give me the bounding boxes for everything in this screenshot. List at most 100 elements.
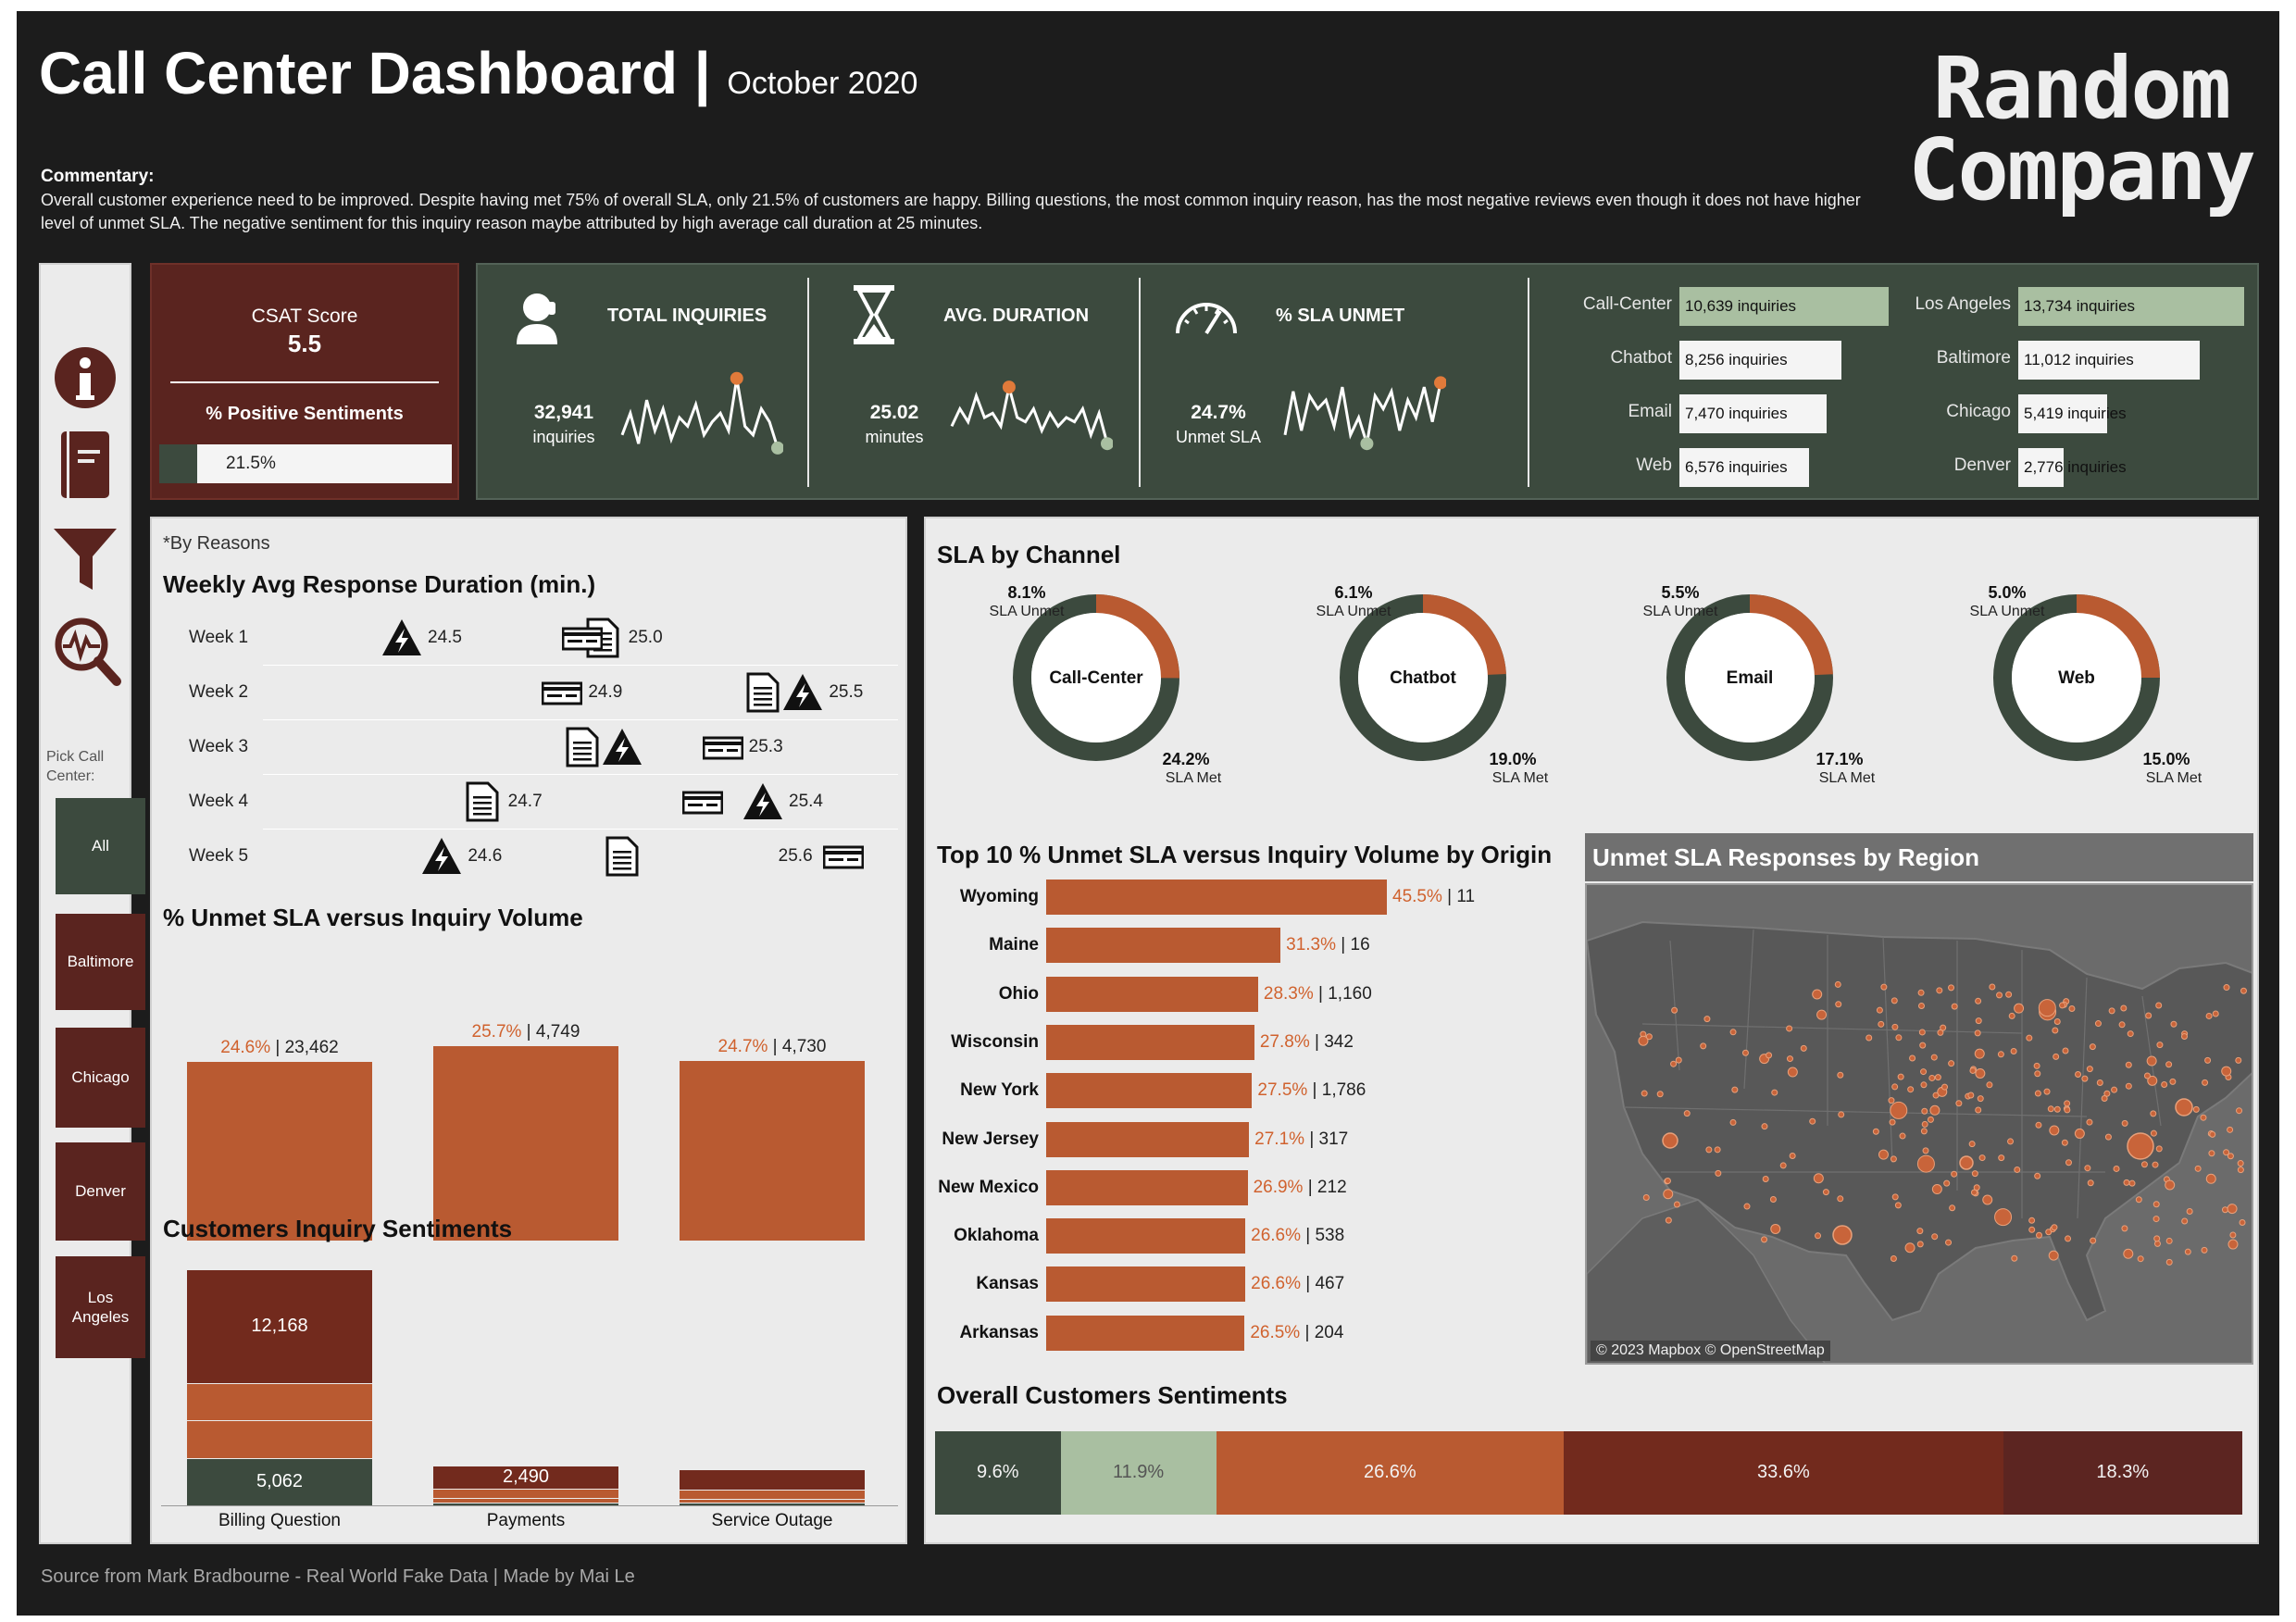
- map-point: [1978, 1154, 1986, 1162]
- map-point: [1937, 1029, 1944, 1036]
- origin-bar: [1046, 1073, 1253, 1109]
- origin-volume: | 204: [1300, 1322, 1344, 1342]
- title-separator: |: [693, 40, 711, 106]
- map-point: [1743, 1203, 1751, 1210]
- map-point: [1641, 1090, 1648, 1097]
- donut-unmet-label: SLA Unmet: [989, 604, 1065, 619]
- map-point: [2137, 1255, 2144, 1263]
- origin-volume: | 11: [1441, 887, 1476, 906]
- sentiment-category-label: Billing Question: [218, 1511, 342, 1530]
- origin-state-label: Oklahoma: [954, 1226, 1039, 1246]
- map-point: [2011, 1254, 2018, 1262]
- region-map[interactable]: © 2023 Mapbox © OpenStreetMap: [1585, 883, 2253, 1365]
- map-point: [1921, 1107, 1928, 1115]
- map-point: [2049, 1125, 2060, 1136]
- map-point: [1816, 1009, 1828, 1020]
- filter-icon[interactable]: [52, 525, 119, 595]
- nav-item-denver[interactable]: Denver: [56, 1142, 145, 1241]
- map-canvas: [1587, 885, 2252, 1363]
- book-icon[interactable]: [57, 430, 113, 500]
- map-point: [2123, 1179, 2130, 1186]
- map-point: [2053, 1018, 2061, 1026]
- analytics-icon[interactable]: [52, 615, 122, 689]
- map-point: [1969, 1067, 1977, 1074]
- channel-label: Email: [1628, 402, 1672, 421]
- nav-item-chicago[interactable]: Chicago: [56, 1028, 145, 1128]
- map-point: [2123, 1248, 2134, 1259]
- map-point: [1815, 1232, 1822, 1240]
- map-point: [2068, 1005, 2076, 1013]
- nav-item-baltimore[interactable]: Baltimore: [56, 914, 145, 1010]
- donut-unmet-value: 8.1%: [1007, 583, 1046, 602]
- sparkline-max-point: [730, 371, 743, 385]
- map-point: [1922, 1147, 1929, 1154]
- map-point: [2227, 1153, 2234, 1160]
- donut-chatbot[interactable]: Chatbot: [1330, 585, 1516, 770]
- info-icon[interactable]: [52, 344, 119, 411]
- commentary-label: Commentary:: [41, 167, 155, 186]
- sentiment-segment: [187, 1420, 372, 1458]
- map-point: [2086, 1118, 2093, 1126]
- donut-met-value: 15.0%: [2142, 750, 2190, 768]
- overall-sentiment-segment: [2003, 1431, 2242, 1515]
- donut-web[interactable]: Web: [1984, 585, 2169, 770]
- donut-met-label: SLA Met: [2145, 770, 2202, 786]
- origin-pct: 26.5%: [1250, 1322, 1301, 1342]
- inquiry-bar-label: 8,256 inquiries: [1685, 351, 1788, 368]
- map-point: [1866, 1034, 1873, 1042]
- map-point: [1998, 1154, 2005, 1162]
- map-point: [1663, 1189, 1674, 1200]
- pick-call-center-label: Pick Call Center:: [46, 749, 105, 784]
- sla-unmet-sparkline: [1283, 376, 1446, 451]
- channel-label: Chicago: [1946, 402, 2011, 421]
- map-point: [1970, 1189, 1978, 1196]
- billing-icon: [566, 727, 599, 767]
- unmet-volume-label: 25.7% | 4,749: [433, 1022, 618, 1042]
- sla-panel: SLA by Channel Call-Center 8.1% SLA Unmet 2…: [924, 517, 2259, 1544]
- map-point: [1715, 1169, 1722, 1177]
- map-point: [1909, 1054, 1916, 1062]
- sentiment-segment: [187, 1268, 372, 1383]
- donut-email[interactable]: Email: [1657, 585, 1842, 770]
- map-point: [1683, 1110, 1691, 1117]
- map-point: [1789, 1153, 1796, 1160]
- channel-label: Denver: [1953, 455, 2011, 475]
- total-inquiries-value: 32,941: [533, 402, 594, 423]
- by-reasons-note: *By Reasons: [163, 533, 270, 554]
- map-point: [1703, 1016, 1711, 1023]
- map-point: [2208, 1150, 2215, 1157]
- map-point: [1664, 1177, 1671, 1184]
- map-point: [2181, 1217, 2189, 1225]
- map-point: [2121, 1225, 2128, 1232]
- sentiment-segment: [680, 1502, 865, 1505]
- map-point: [2127, 1030, 2134, 1038]
- map-point: [2235, 1056, 2242, 1064]
- csat-score: 5.5: [287, 330, 322, 357]
- sentiment-segment: [680, 1498, 865, 1503]
- map-point: [2081, 1075, 2089, 1082]
- map-point: [2048, 1250, 2059, 1261]
- inquiry-bar: [2018, 394, 2108, 433]
- sentiment-segment-label: 5,062: [256, 1471, 304, 1492]
- map-point: [2061, 1139, 2068, 1146]
- donut-center-label: Email: [1727, 668, 1774, 688]
- map-point: [2008, 1012, 2015, 1019]
- sparkline-path: [1283, 382, 1442, 444]
- origin-bar: [1046, 1024, 1254, 1060]
- donut-call-center[interactable]: Call-Center: [1004, 585, 1189, 770]
- sparkline-path: [950, 386, 1109, 444]
- origin-pct: 45.5%: [1392, 887, 1442, 906]
- week-value-label: 25.0: [628, 628, 663, 647]
- origin-volume: | 1,786: [1307, 1080, 1366, 1101]
- nav-item-all[interactable]: All: [56, 798, 145, 894]
- origin-volume: | 538: [1301, 1226, 1345, 1246]
- map-point: [1891, 1023, 1899, 1030]
- map-point: [2064, 1100, 2071, 1107]
- map-point: [1770, 1223, 1781, 1234]
- origin-pct: 26.6%: [1251, 1274, 1301, 1294]
- inquiry-bar: [1679, 287, 1889, 326]
- map-point: [1878, 1020, 1885, 1028]
- nav-item-los-angeles[interactable]: Los Angeles: [56, 1256, 145, 1358]
- channel-label: Web: [1636, 455, 1672, 475]
- dashboard-subtitle: October 2020: [727, 66, 918, 101]
